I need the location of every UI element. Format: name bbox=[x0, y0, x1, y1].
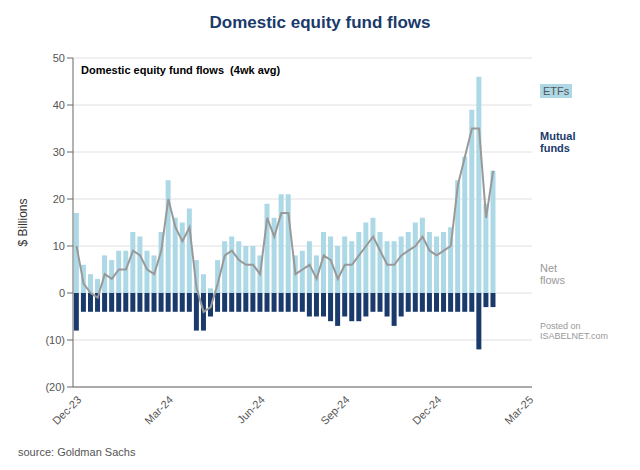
svg-text:30: 30 bbox=[53, 146, 65, 158]
svg-text:20: 20 bbox=[53, 193, 65, 205]
svg-text:Dec-23: Dec-23 bbox=[50, 393, 84, 427]
svg-text:$ Billions: $ Billions bbox=[16, 198, 30, 246]
svg-text:Sep-24: Sep-24 bbox=[318, 393, 352, 427]
svg-text:Dec-24: Dec-24 bbox=[410, 393, 444, 427]
svg-text:Jun-24: Jun-24 bbox=[235, 393, 267, 425]
svg-text:40: 40 bbox=[53, 99, 65, 111]
html-text:ETFs: ETFs bbox=[543, 85, 570, 98]
html-text:Domestic equity fund flows (4w: Domestic equity fund flows (4wk avg) bbox=[81, 64, 281, 76]
html-text:Domestic equity fund flows: Domestic equity fund flows bbox=[209, 13, 431, 32]
html-text:Posted on ISABELNET.com: Posted on ISABELNET.com bbox=[540, 321, 608, 342]
svg-text:50: 50 bbox=[53, 52, 65, 64]
svg-text:(10): (10) bbox=[45, 334, 65, 346]
svg-text:10: 10 bbox=[53, 240, 65, 252]
html-text:Net flows: Net flows bbox=[540, 262, 566, 286]
svg-text:0: 0 bbox=[59, 287, 65, 299]
svg-text:(20): (20) bbox=[45, 381, 65, 393]
html-text:source: Goldman Sachs: source: Goldman Sachs bbox=[18, 446, 136, 458]
svg-text:Mar-25: Mar-25 bbox=[502, 393, 535, 426]
svg-text:Mar-24: Mar-24 bbox=[142, 393, 175, 426]
html-text:Mutual funds: Mutual funds bbox=[540, 130, 576, 155]
